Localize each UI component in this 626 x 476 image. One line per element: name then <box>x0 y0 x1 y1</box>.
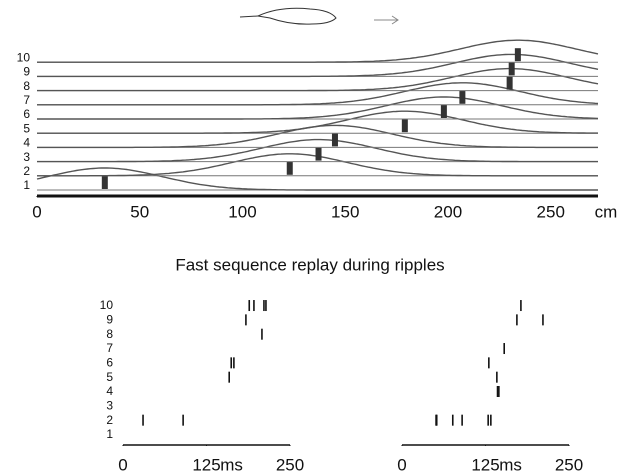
row-label: 3 <box>23 150 30 164</box>
place-field-curve <box>37 96 599 120</box>
place-field-curve <box>37 138 598 163</box>
mouse-tail <box>239 15 259 18</box>
peak-marker <box>508 62 515 76</box>
row-label: 8 <box>106 327 113 341</box>
x-tick-label: 200 <box>434 202 462 221</box>
row-label: 10 <box>100 298 114 312</box>
x-tick-label: 250 <box>276 455 304 474</box>
peak-marker <box>401 119 408 133</box>
row-label: 5 <box>23 121 30 135</box>
peak-marker <box>331 133 338 147</box>
row-label: 8 <box>23 79 30 93</box>
row-label: 2 <box>106 413 113 427</box>
peak-marker <box>315 147 322 161</box>
place-field-curve <box>37 124 598 149</box>
row-label: 1 <box>106 427 113 441</box>
row-label: 7 <box>106 341 113 355</box>
x-tick-label: 250 <box>537 202 565 221</box>
peak-marker <box>286 161 293 175</box>
x-unit: ms <box>499 455 522 474</box>
peak-marker <box>514 48 521 62</box>
peak-marker <box>440 105 447 118</box>
x-tick-label: 150 <box>331 202 359 221</box>
row-label: 6 <box>23 107 30 121</box>
x-tick-label: 0 <box>32 202 41 221</box>
x-unit: cm <box>595 202 618 221</box>
peak-marker <box>101 176 108 189</box>
place-field-curve <box>37 82 599 106</box>
row-label: 9 <box>23 65 30 79</box>
place-field-curve <box>37 67 599 92</box>
x-tick-label: 125 <box>471 455 499 474</box>
mouse-body <box>256 7 337 25</box>
peak-marker <box>506 76 513 90</box>
row-label: 3 <box>106 399 113 413</box>
row-label: 9 <box>106 313 113 327</box>
x-tick-label: 250 <box>555 455 583 474</box>
x-tick-label: 125 <box>192 455 220 474</box>
x-tick-label: 0 <box>397 455 406 474</box>
row-label: 4 <box>23 136 30 150</box>
place-field-curve <box>37 110 598 134</box>
mouse-icon <box>239 7 399 25</box>
peak-marker <box>459 90 466 104</box>
place-field-curve <box>36 167 598 191</box>
x-tick-label: 50 <box>130 202 149 221</box>
place-field-curve <box>37 39 599 63</box>
x-tick-label: 0 <box>118 455 127 474</box>
row-label: 4 <box>106 384 113 398</box>
x-tick-label: 100 <box>228 202 256 221</box>
row-label: 2 <box>23 164 30 178</box>
row-label: 1 <box>23 178 30 192</box>
row-label: 7 <box>23 93 30 107</box>
place-field-curve <box>37 53 599 78</box>
x-unit: ms <box>220 455 243 474</box>
row-label: 10 <box>17 50 31 64</box>
row-label: 6 <box>106 356 113 370</box>
direction-arrow <box>374 15 399 25</box>
replay-title: Fast sequence replay during ripples <box>175 255 444 274</box>
row-label: 5 <box>106 370 113 384</box>
